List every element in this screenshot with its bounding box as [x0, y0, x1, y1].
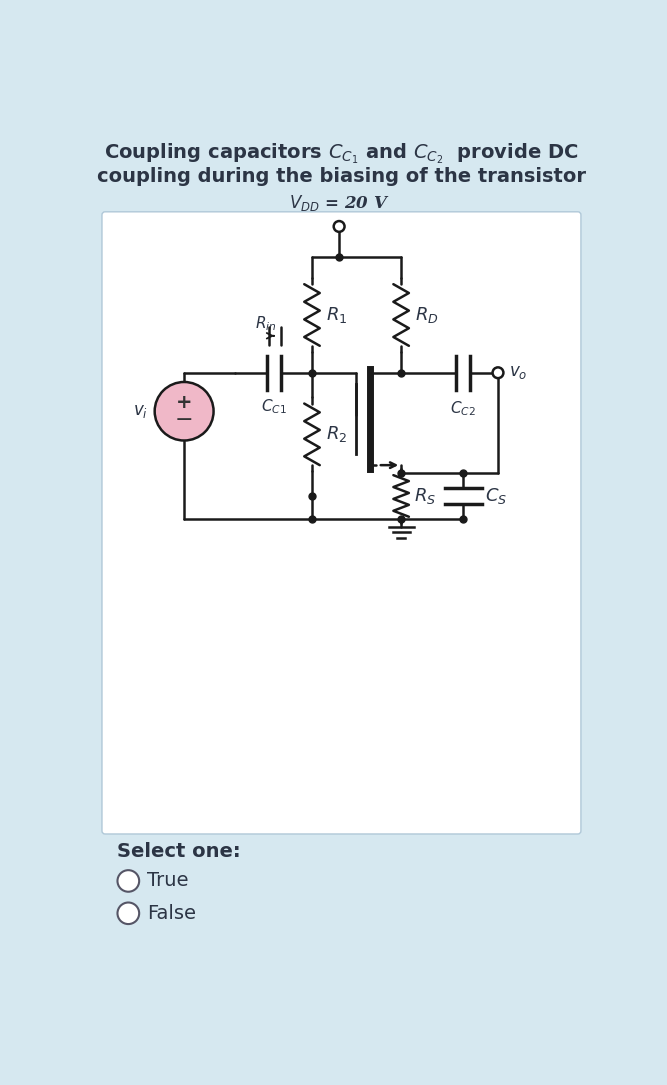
Text: coupling during the biasing of the transistor: coupling during the biasing of the trans…	[97, 167, 586, 186]
Text: Select one:: Select one:	[117, 842, 241, 861]
Text: $C_S$: $C_S$	[485, 486, 507, 506]
Text: $R_2$: $R_2$	[326, 424, 348, 445]
Point	[396, 510, 406, 527]
Text: −: −	[175, 410, 193, 431]
Point	[396, 464, 406, 482]
Point	[307, 365, 317, 382]
Point	[458, 510, 468, 527]
Circle shape	[117, 903, 139, 924]
Text: $R_{in}$: $R_{in}$	[255, 314, 277, 333]
Text: $R_S$: $R_S$	[414, 486, 436, 506]
Text: $v_o$: $v_o$	[509, 365, 528, 381]
FancyBboxPatch shape	[102, 212, 581, 834]
Point	[307, 510, 317, 527]
Circle shape	[155, 382, 213, 441]
Text: $V_{DD}$ = 20 V: $V_{DD}$ = 20 V	[289, 193, 390, 213]
Text: Coupling capacitors $C_{C_1}$ and $C_{C_2}$  provide DC: Coupling capacitors $C_{C_1}$ and $C_{C_…	[104, 141, 579, 166]
Point	[307, 487, 317, 505]
Text: $C_{C1}$: $C_{C1}$	[261, 397, 287, 416]
Circle shape	[117, 870, 139, 892]
Text: $v_i$: $v_i$	[133, 403, 149, 420]
Circle shape	[334, 221, 345, 232]
Text: False: False	[147, 904, 196, 922]
Text: +: +	[176, 393, 192, 411]
Circle shape	[492, 368, 504, 379]
Point	[458, 464, 468, 482]
Text: $C_{C2}$: $C_{C2}$	[450, 399, 476, 419]
Text: True: True	[147, 871, 188, 891]
Point	[396, 365, 406, 382]
Point	[334, 248, 344, 266]
Text: $R_1$: $R_1$	[326, 305, 348, 326]
Text: $R_D$: $R_D$	[415, 305, 439, 326]
